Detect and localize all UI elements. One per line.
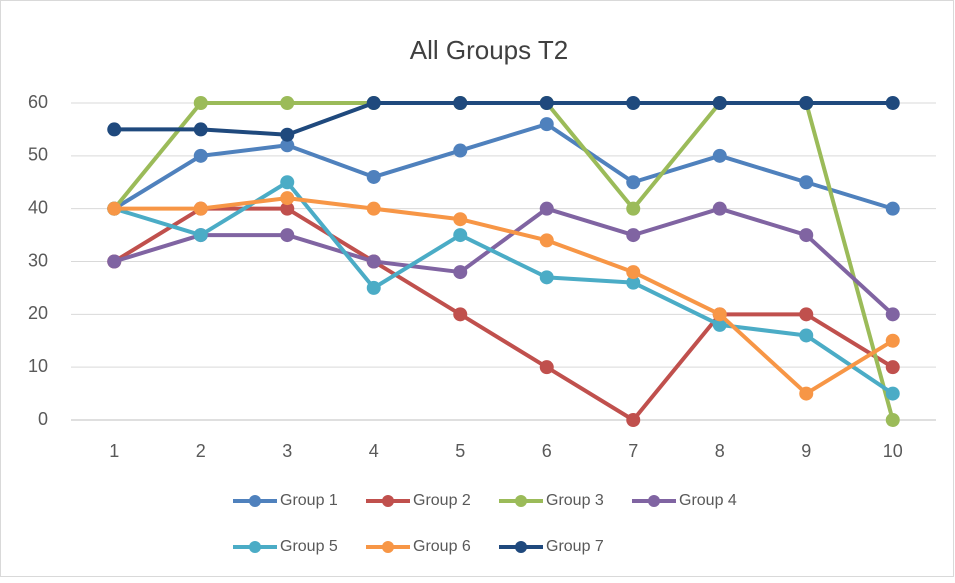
data-point xyxy=(626,265,641,280)
data-point xyxy=(193,148,208,163)
data-point xyxy=(799,228,814,243)
y-tick-label: 40 xyxy=(28,197,48,217)
data-point xyxy=(626,228,641,243)
data-point xyxy=(885,386,900,401)
data-point xyxy=(712,317,727,332)
data-point xyxy=(453,96,468,110)
x-tick-label: 10 xyxy=(883,441,903,461)
data-point xyxy=(107,254,122,269)
legend-label: Group 5 xyxy=(280,538,338,555)
data-point xyxy=(799,307,814,322)
data-point xyxy=(453,228,468,243)
chart-title: All Groups T2 xyxy=(410,35,568,65)
legend-label: Group 4 xyxy=(679,492,737,509)
y-tick-label: 60 xyxy=(28,92,48,112)
legend-marker xyxy=(382,495,394,507)
data-point xyxy=(799,96,814,110)
x-tick-label: 4 xyxy=(369,441,379,461)
data-point xyxy=(712,307,727,322)
data-point xyxy=(799,386,814,401)
y-tick-label: 10 xyxy=(28,356,48,376)
data-point xyxy=(366,169,381,184)
legend-label: Group 7 xyxy=(546,538,604,555)
data-point xyxy=(193,201,208,216)
data-point xyxy=(539,201,554,216)
data-point xyxy=(280,201,295,216)
x-tick-label: 5 xyxy=(455,441,465,461)
y-tick-label: 0 xyxy=(38,409,48,429)
data-point xyxy=(712,148,727,163)
data-point xyxy=(366,96,381,110)
y-tick-label: 20 xyxy=(28,303,48,323)
data-point xyxy=(799,328,814,343)
legend-marker xyxy=(249,495,261,507)
data-point xyxy=(626,201,641,216)
data-point xyxy=(280,138,295,153)
data-point xyxy=(885,201,900,216)
data-point xyxy=(885,307,900,322)
legend-marker xyxy=(648,495,660,507)
data-point xyxy=(626,175,641,190)
data-point xyxy=(799,175,814,190)
data-point xyxy=(885,360,900,375)
legend-label: Group 1 xyxy=(280,492,338,509)
data-point xyxy=(885,96,900,110)
x-tick-label: 9 xyxy=(801,441,811,461)
legend-label: Group 2 xyxy=(413,492,471,509)
legend-marker xyxy=(382,541,394,553)
legend-label: Group 3 xyxy=(546,492,604,509)
data-point xyxy=(193,122,208,137)
legend-marker xyxy=(515,541,527,553)
x-tick-label: 2 xyxy=(196,441,206,461)
data-point xyxy=(539,360,554,375)
data-point xyxy=(712,96,727,110)
data-point xyxy=(453,212,468,227)
data-point xyxy=(885,333,900,348)
data-point xyxy=(539,233,554,248)
series-line xyxy=(114,101,893,137)
y-tick-label: 30 xyxy=(28,250,48,270)
series-line xyxy=(113,122,894,211)
data-point xyxy=(626,413,641,427)
x-tick-label: 6 xyxy=(542,441,552,461)
data-point xyxy=(193,228,208,243)
data-point xyxy=(366,280,381,295)
series-line xyxy=(113,206,895,316)
data-point xyxy=(626,275,641,290)
data-point xyxy=(193,96,208,110)
data-point xyxy=(366,254,381,269)
y-tick-label: 50 xyxy=(28,145,48,165)
data-point xyxy=(712,201,727,216)
x-tick-label: 1 xyxy=(109,441,119,461)
legend-marker xyxy=(249,541,261,553)
legend-label: Group 6 xyxy=(413,538,471,555)
data-point xyxy=(107,122,122,137)
x-tick-label: 7 xyxy=(628,441,638,461)
data-point xyxy=(366,201,381,216)
data-point xyxy=(453,143,468,158)
data-point xyxy=(626,96,641,110)
data-point xyxy=(539,270,554,285)
data-point xyxy=(539,117,554,132)
series-line xyxy=(113,180,894,396)
data-point xyxy=(107,201,122,216)
data-point xyxy=(280,175,295,190)
series-line xyxy=(114,196,894,396)
x-tick-label: 3 xyxy=(282,441,292,461)
data-point xyxy=(453,265,468,280)
data-point xyxy=(280,191,295,206)
data-point xyxy=(280,228,295,243)
x-tick-label: 8 xyxy=(715,441,725,461)
data-point xyxy=(280,96,295,110)
data-point xyxy=(280,127,295,142)
legend-marker xyxy=(515,495,527,507)
data-point xyxy=(885,413,900,427)
data-point xyxy=(539,96,554,110)
data-point xyxy=(453,307,468,322)
